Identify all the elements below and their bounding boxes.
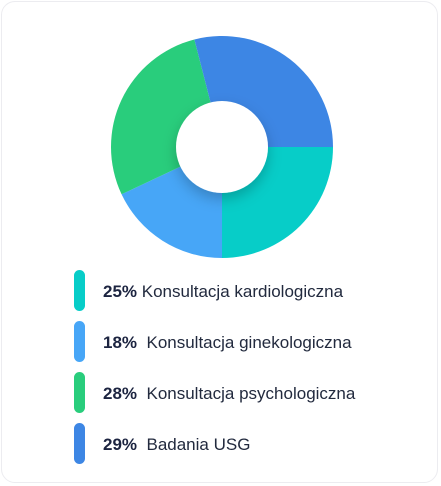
legend-swatch bbox=[74, 372, 85, 413]
legend-name: Konsultacja psychologiczna bbox=[146, 384, 356, 403]
legend-label: 25% Konsultacja kardiologiczna bbox=[103, 282, 343, 301]
legend-percent: 28% bbox=[103, 384, 138, 403]
legend-item: 18% Konsultacja ginekologiczna bbox=[74, 321, 434, 362]
legend-item: 28% Konsultacja psychologiczna bbox=[74, 372, 434, 413]
legend-name: Badania USG bbox=[146, 435, 251, 454]
donut-hole bbox=[176, 101, 268, 193]
legend-swatch bbox=[74, 321, 85, 362]
legend-label: 18% Konsultacja ginekologiczna bbox=[103, 333, 352, 352]
legend-name: Konsultacja kardiologiczna bbox=[141, 282, 344, 301]
legend-label: 29% Badania USG bbox=[103, 435, 250, 454]
donut-chart bbox=[110, 35, 334, 258]
legend-label: 28% Konsultacja psychologiczna bbox=[103, 384, 355, 403]
legend-percent: 25% bbox=[103, 282, 138, 301]
legend-item: 25% Konsultacja kardiologiczna bbox=[74, 270, 434, 311]
legend-name: Konsultacja ginekologiczna bbox=[146, 333, 352, 352]
chart-legend: 25% Konsultacja kardiologiczna 18% Konsu… bbox=[74, 270, 434, 474]
legend-swatch bbox=[74, 423, 85, 464]
legend-item: 29% Badania USG bbox=[74, 423, 434, 464]
legend-swatch bbox=[74, 270, 85, 311]
legend-percent: 29% bbox=[103, 435, 138, 454]
legend-percent: 18% bbox=[103, 333, 138, 352]
